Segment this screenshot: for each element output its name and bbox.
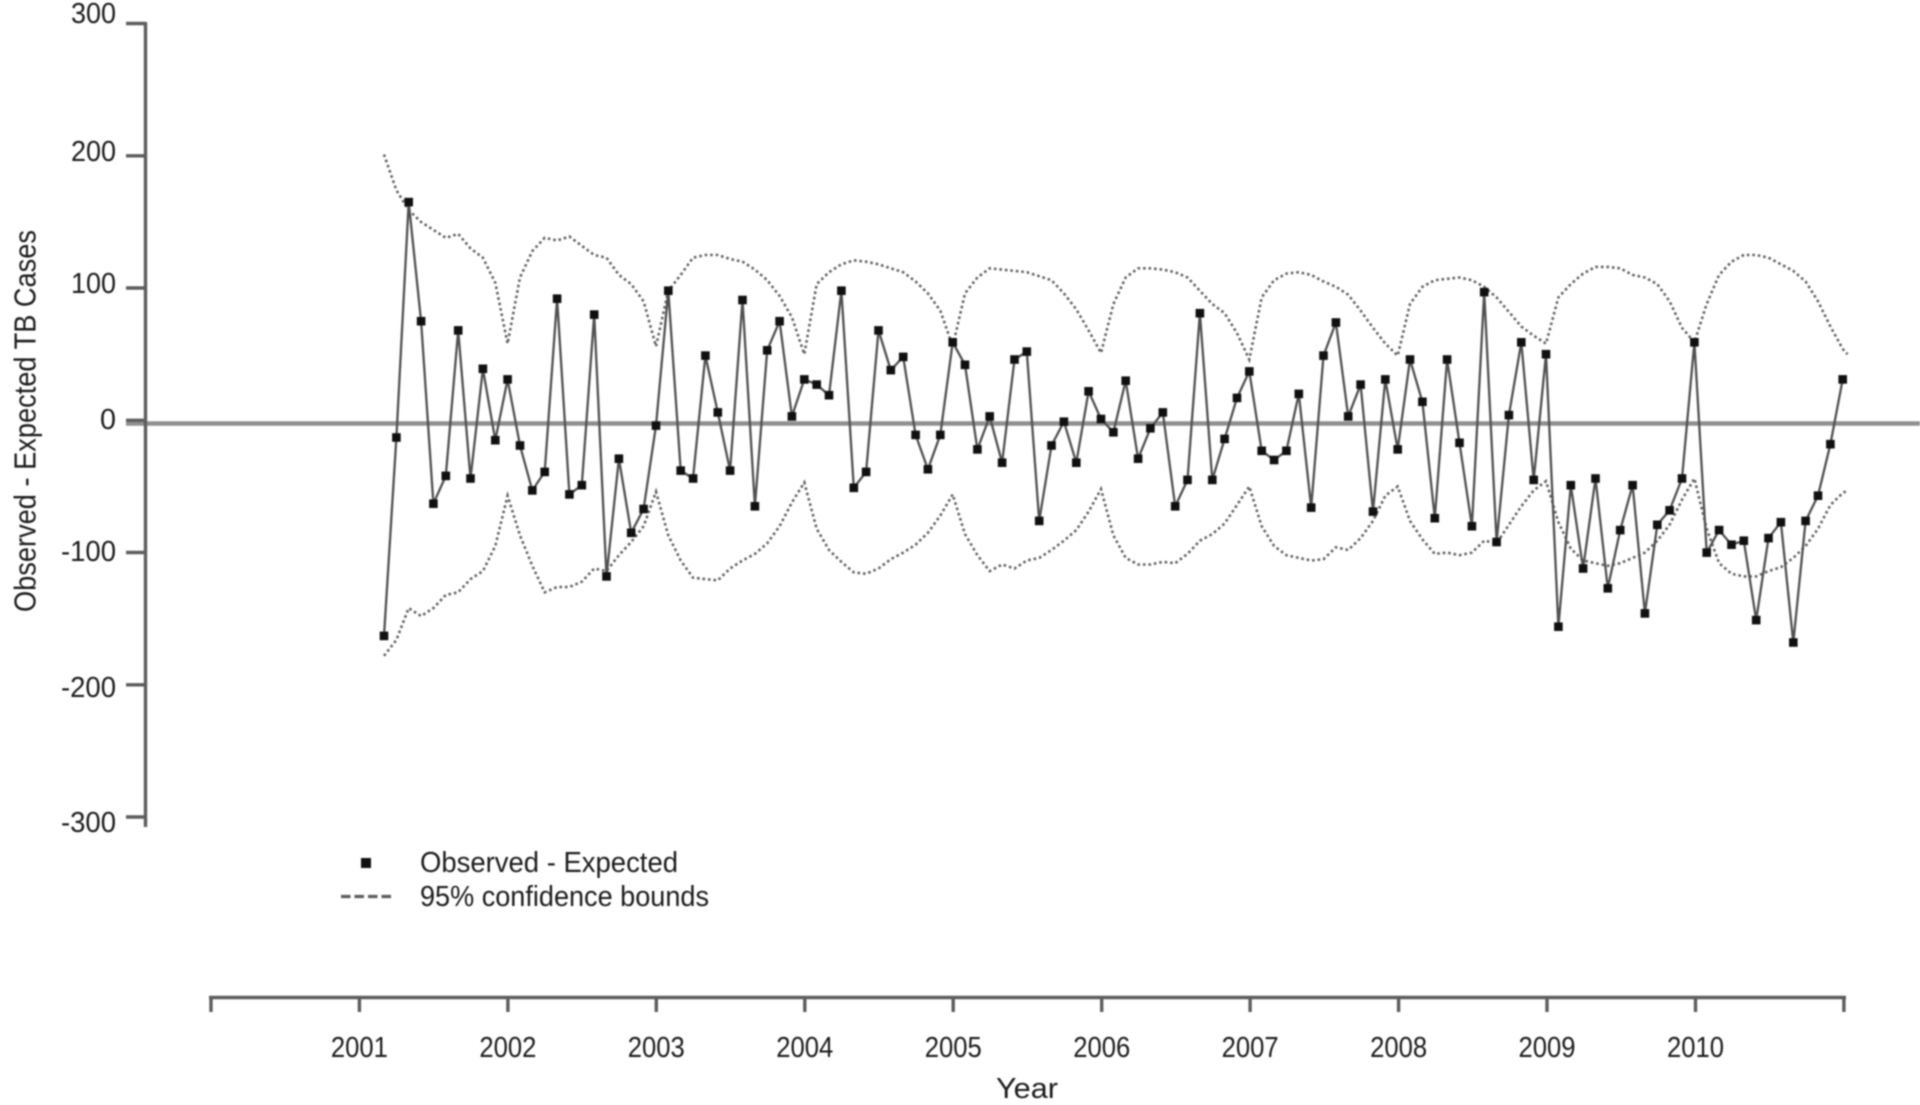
svg-text:-100: -100 <box>61 536 116 568</box>
svg-text:-300: -300 <box>61 807 116 839</box>
svg-text:Year: Year <box>996 1073 1058 1105</box>
svg-text:Observed - Expected TB Cases: Observed - Expected TB Cases <box>8 230 43 612</box>
svg-text:2006: 2006 <box>1073 1032 1130 1064</box>
svg-text:2005: 2005 <box>925 1032 982 1064</box>
svg-text:-200: -200 <box>61 672 116 704</box>
svg-text:2009: 2009 <box>1519 1032 1576 1064</box>
svg-text:100: 100 <box>71 268 116 300</box>
svg-text:2001: 2001 <box>331 1032 388 1064</box>
svg-text:95% confidence bounds: 95% confidence bounds <box>420 881 709 913</box>
svg-text:Observed - Expected: Observed - Expected <box>420 847 678 879</box>
svg-text:2010: 2010 <box>1667 1032 1724 1064</box>
svg-text:0: 0 <box>100 404 116 436</box>
svg-text:2003: 2003 <box>628 1032 685 1064</box>
svg-text:2008: 2008 <box>1370 1032 1427 1064</box>
svg-text:300: 300 <box>71 0 116 30</box>
svg-text:2004: 2004 <box>776 1032 833 1064</box>
svg-text:2007: 2007 <box>1222 1032 1279 1064</box>
svg-text:200: 200 <box>71 136 116 168</box>
svg-text:2002: 2002 <box>479 1032 536 1064</box>
